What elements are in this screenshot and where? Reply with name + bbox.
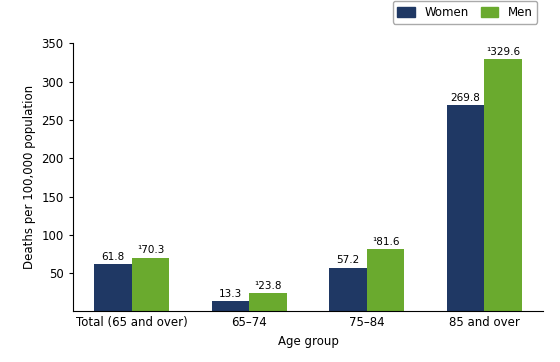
Text: 13.3: 13.3 bbox=[219, 289, 242, 299]
Text: 57.2: 57.2 bbox=[337, 255, 360, 265]
Bar bbox=[94, 264, 132, 311]
Y-axis label: Deaths per 100,000 population: Deaths per 100,000 population bbox=[23, 85, 36, 269]
Bar bbox=[447, 105, 484, 311]
Bar bbox=[249, 293, 287, 311]
Text: ¹81.6: ¹81.6 bbox=[372, 237, 399, 247]
Legend: Women, Men: Women, Men bbox=[393, 1, 537, 24]
X-axis label: Age group: Age group bbox=[278, 335, 338, 348]
Text: ¹329.6: ¹329.6 bbox=[486, 47, 520, 57]
Text: 269.8: 269.8 bbox=[450, 93, 480, 102]
Bar bbox=[329, 268, 367, 311]
Text: 61.8: 61.8 bbox=[101, 252, 125, 262]
Text: ¹70.3: ¹70.3 bbox=[137, 245, 164, 255]
Bar bbox=[132, 257, 169, 311]
Text: ¹23.8: ¹23.8 bbox=[254, 281, 282, 291]
Bar bbox=[484, 59, 522, 311]
Bar bbox=[212, 301, 249, 311]
Bar bbox=[367, 249, 404, 311]
